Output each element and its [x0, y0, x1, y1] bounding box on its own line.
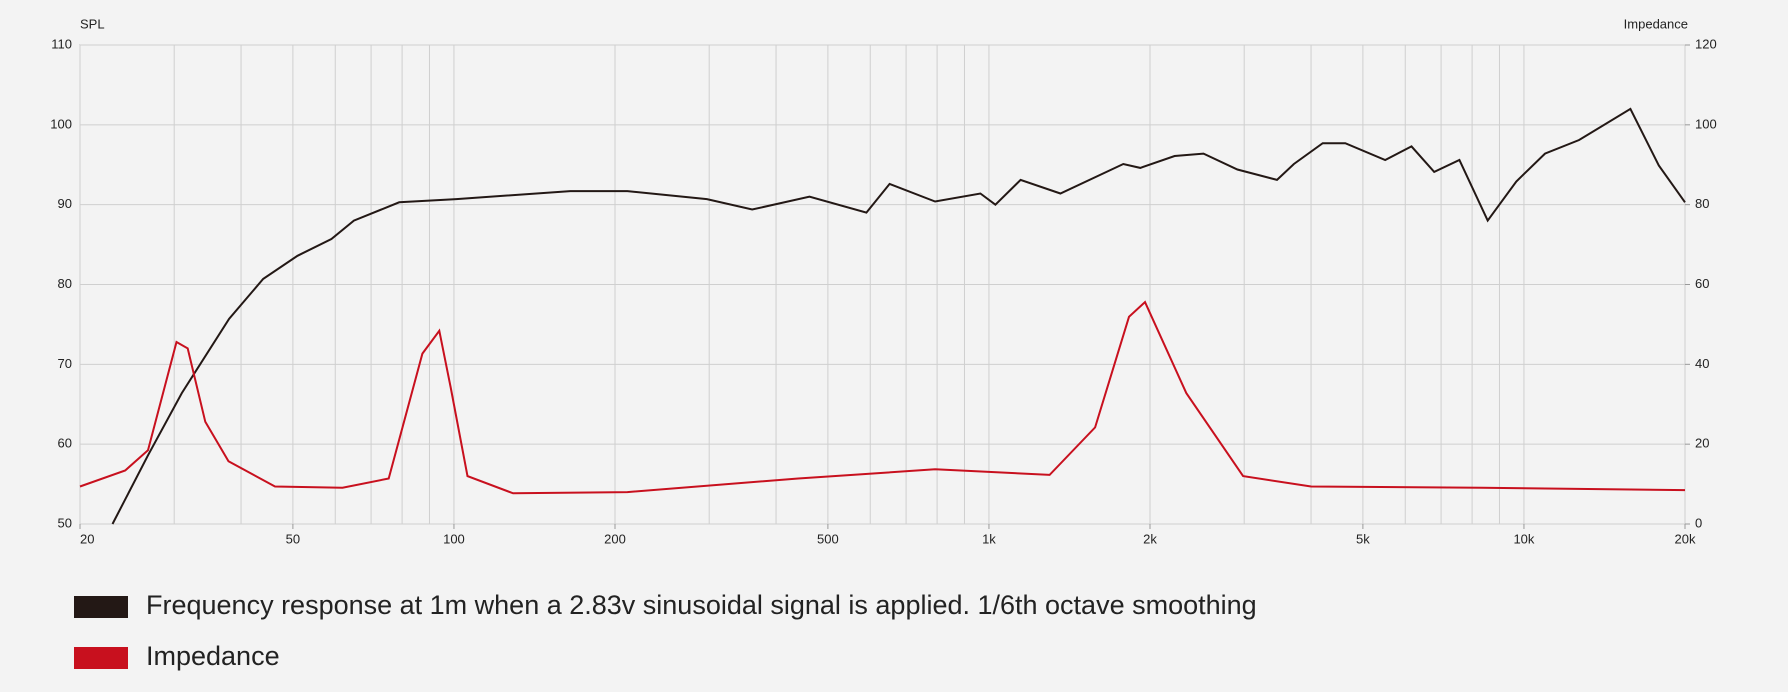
y2-tick-label: 60 [1695, 276, 1709, 291]
y-tick-label: 60 [58, 436, 72, 451]
y2-tick-label: 120 [1695, 36, 1717, 51]
series-line [79, 300, 1686, 495]
x-tick-label: 5k [1356, 531, 1370, 546]
y2-tick-label: 0 [1695, 515, 1702, 530]
y-tick-label: 70 [58, 356, 72, 371]
legend-swatch [74, 596, 128, 618]
y2-tick-label: 100 [1695, 116, 1717, 131]
y-tick-label: 90 [58, 196, 72, 211]
y2-axis-label: Impedance [1624, 16, 1688, 31]
x-tick-label: 100 [443, 531, 465, 546]
x-tick-label: 200 [604, 531, 626, 546]
x-tick-label: 20 [80, 531, 94, 546]
series-line [111, 107, 1686, 525]
legend-label: Frequency response at 1m when a 2.83v si… [146, 590, 1257, 620]
x-tick-label: 50 [286, 531, 300, 546]
x-tick-label: 2k [1143, 531, 1157, 546]
y2-tick-label: 20 [1695, 436, 1709, 451]
x-tick-label: 10k [1513, 531, 1534, 546]
y-tick-label: 80 [58, 276, 72, 291]
legend-label: Impedance [146, 641, 280, 671]
x-tick-label: 500 [817, 531, 839, 546]
y-tick-label: 110 [51, 36, 72, 51]
legend-swatch [74, 647, 128, 669]
x-tick-label: 1k [982, 531, 996, 546]
x-tick-label: 20k [1675, 531, 1696, 546]
y-axis-label: SPL [80, 16, 105, 31]
y-tick-label: 50 [58, 515, 72, 530]
y-tick-label: 100 [50, 116, 72, 131]
y2-tick-label: 80 [1695, 196, 1709, 211]
y2-tick-label: 40 [1695, 356, 1709, 371]
